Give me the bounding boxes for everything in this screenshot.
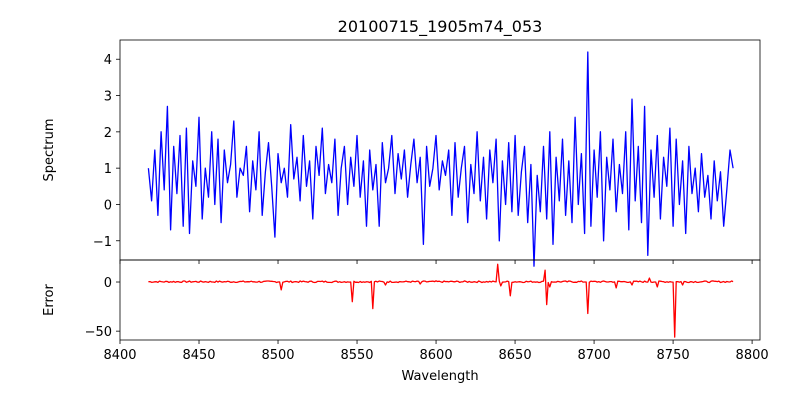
y-tick-label: 3 (104, 90, 112, 105)
y-tick-label: 0 (104, 198, 112, 213)
spectrum-ylabel: Spectrum (42, 119, 57, 182)
axes-frame (119, 39, 761, 261)
y-tick-label: −1 (93, 235, 112, 250)
y-tick-label: 2 (104, 126, 112, 141)
x-axis-label: Wavelength (401, 369, 478, 384)
data-series-line (147, 51, 734, 267)
x-tick-label: 8700 (578, 348, 611, 363)
spectrum-axes: −1 0 1 2 3 4 (93, 39, 761, 267)
x-tick-label: 8800 (736, 348, 769, 363)
axes-frame (119, 259, 761, 341)
x-tick-label: 8650 (499, 348, 532, 363)
y-tick-label: 4 (104, 53, 112, 68)
chart-title: 20100715_1905m74_053 (338, 17, 543, 37)
error-ylabel: Error (42, 284, 57, 316)
x-tick-label: 8500 (261, 348, 294, 363)
x-tick-label: 8450 (182, 348, 215, 363)
y-tick-label: 0 (104, 276, 112, 291)
x-tick-label: 8400 (103, 348, 136, 363)
x-tick-label: 8600 (420, 348, 453, 363)
y-tick-label: 1 (104, 162, 112, 177)
y-tick-label: −50 (85, 325, 112, 340)
data-series-line (148, 263, 734, 338)
error-axes: 0 −50 8400 8450 8500 8550 8600 8650 8700 8750 8800 (85, 259, 769, 363)
x-tick-label: 8550 (340, 348, 373, 363)
x-tick-label: 8750 (657, 348, 690, 363)
